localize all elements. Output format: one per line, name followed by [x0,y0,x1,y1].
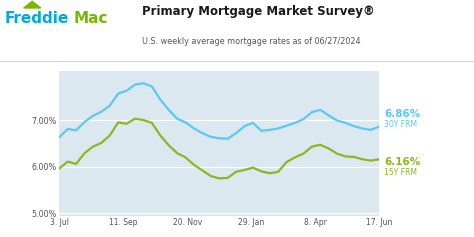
Text: Mac: Mac [73,11,108,26]
Text: 6.16%: 6.16% [384,157,420,167]
Text: Primary Mortgage Market Survey®: Primary Mortgage Market Survey® [142,5,375,18]
Text: 15Y FRM: 15Y FRM [384,169,417,178]
Text: Freddie: Freddie [5,11,69,26]
Text: 30Y FRM: 30Y FRM [384,120,417,129]
Text: 6.86%: 6.86% [384,109,420,118]
Text: U.S. weekly average mortgage rates as of 06/27/2024: U.S. weekly average mortgage rates as of… [142,37,361,46]
Polygon shape [24,1,41,8]
